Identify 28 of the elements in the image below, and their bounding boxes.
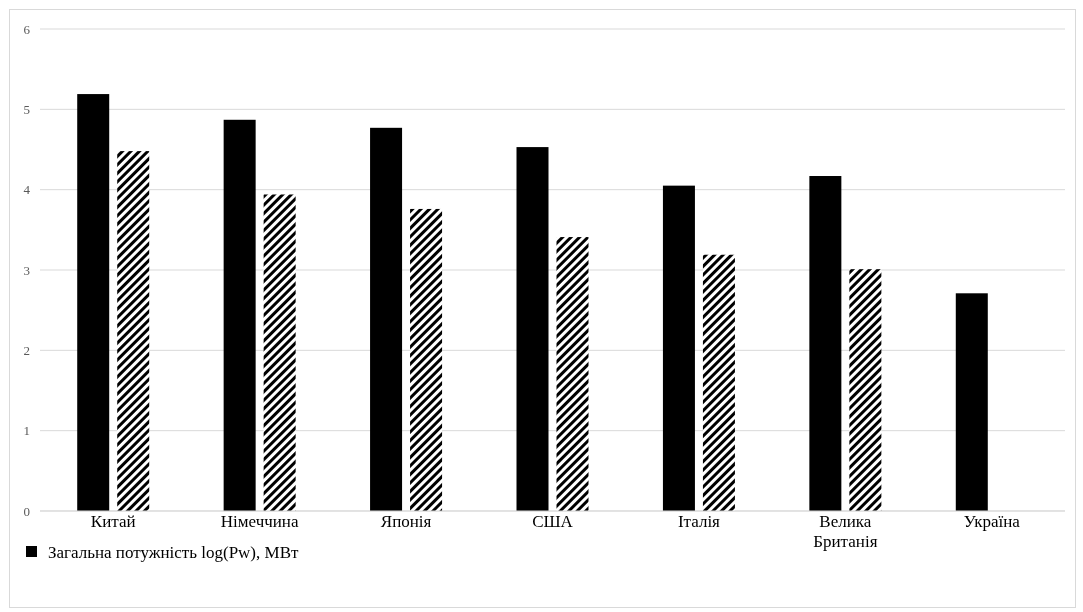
bar [77,94,110,511]
y-tick-label: 5 [23,101,30,117]
y-tick-label: 2 [23,342,30,358]
bar [702,254,735,511]
x-tick-label: Італія [677,512,721,532]
x-tick-label: Велика Британія [813,512,878,551]
bar [370,127,403,511]
bar [556,237,589,511]
x-tick-label: США [532,512,574,532]
y-tick-label: 1 [23,423,30,439]
x-tick-label: Німеччина [220,512,299,532]
bar [955,293,988,511]
y-tick-label: 4 [23,182,31,198]
y-tick-label: 6 [23,21,31,37]
y-tick-label: 0 [23,503,30,519]
bar [223,119,256,511]
x-tick-label: Китай [90,512,136,532]
legend-label: Загальна потужність log(Pw), МВт [48,542,299,562]
y-tick-label: 3 [23,262,30,278]
bar [809,176,842,511]
bar [516,147,549,511]
bar [662,185,695,511]
bar [117,151,150,511]
bar [849,269,882,511]
x-tick-label: Японія [380,512,432,532]
x-tick-label: Україна [963,512,1021,532]
bar [410,208,443,511]
bar [263,194,296,511]
